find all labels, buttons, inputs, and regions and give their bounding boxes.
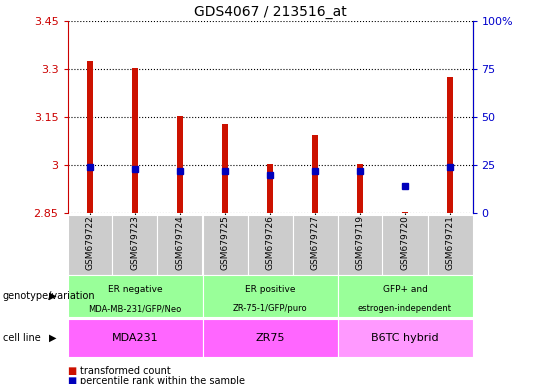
- Text: GFP+ and: GFP+ and: [382, 285, 428, 295]
- Text: ER negative: ER negative: [107, 285, 163, 295]
- Bar: [312, 135, 318, 213]
- Text: GSM679725: GSM679725: [220, 215, 230, 270]
- Text: ZR-75-1/GFP/puro: ZR-75-1/GFP/puro: [233, 304, 307, 313]
- Text: ▶: ▶: [49, 291, 57, 301]
- Text: ▶: ▶: [49, 333, 57, 343]
- Text: transformed count: transformed count: [80, 366, 171, 376]
- Text: ■: ■: [68, 366, 77, 376]
- Text: ZR75: ZR75: [255, 333, 285, 343]
- Text: estrogen-independent: estrogen-independent: [358, 304, 452, 313]
- Text: GSM679726: GSM679726: [266, 215, 274, 270]
- Text: MDA231: MDA231: [112, 333, 158, 343]
- Text: GSM679724: GSM679724: [176, 215, 185, 270]
- Bar: [177, 116, 183, 213]
- Text: ■: ■: [68, 376, 77, 384]
- Text: GSM679719: GSM679719: [355, 215, 364, 270]
- Text: MDA-MB-231/GFP/Neo: MDA-MB-231/GFP/Neo: [89, 304, 181, 313]
- Bar: [222, 124, 228, 213]
- Text: GSM679722: GSM679722: [85, 215, 94, 270]
- Text: B6TC hybrid: B6TC hybrid: [371, 333, 439, 343]
- Bar: [87, 61, 93, 213]
- Text: GSM679723: GSM679723: [131, 215, 139, 270]
- Text: cell line: cell line: [3, 333, 40, 343]
- Text: percentile rank within the sample: percentile rank within the sample: [80, 376, 245, 384]
- Title: GDS4067 / 213516_at: GDS4067 / 213516_at: [194, 5, 346, 19]
- Bar: [357, 164, 363, 213]
- Bar: [132, 68, 138, 213]
- Text: genotype/variation: genotype/variation: [3, 291, 96, 301]
- Text: ER positive: ER positive: [245, 285, 295, 295]
- Text: GSM679727: GSM679727: [310, 215, 320, 270]
- Bar: [447, 77, 453, 213]
- Bar: [267, 164, 273, 213]
- Text: GSM679721: GSM679721: [446, 215, 455, 270]
- Bar: [402, 212, 408, 213]
- Text: GSM679720: GSM679720: [401, 215, 409, 270]
